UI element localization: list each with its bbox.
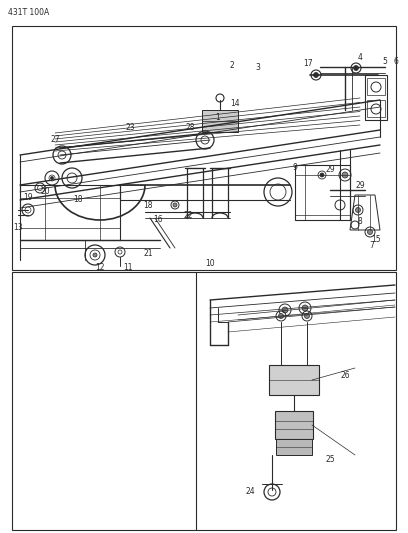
Circle shape [173, 203, 177, 207]
Text: 5: 5 [383, 58, 388, 67]
Bar [202, 110, 238, 132]
Text: 431T 100A: 431T 100A [8, 8, 49, 17]
Text: 16: 16 [153, 215, 163, 224]
Circle shape [282, 307, 288, 313]
Circle shape [93, 253, 97, 257]
Bar [276, 439, 312, 455]
Text: 6: 6 [394, 58, 399, 67]
Circle shape [51, 176, 53, 180]
Text: 10: 10 [205, 260, 215, 269]
Text: 1: 1 [215, 114, 220, 123]
Bar [365, 75, 387, 120]
Text: 4: 4 [357, 53, 362, 62]
Circle shape [368, 230, 373, 235]
Text: 20: 20 [40, 188, 50, 197]
Text: 11: 11 [123, 263, 133, 272]
Text: 15: 15 [371, 236, 381, 245]
Text: 24: 24 [245, 488, 255, 497]
Text: 28: 28 [185, 124, 195, 133]
Text: 18: 18 [143, 200, 153, 209]
Text: 29: 29 [355, 181, 365, 190]
Text: 8: 8 [358, 217, 362, 227]
Text: 19: 19 [23, 193, 33, 203]
Text: 21: 21 [143, 248, 153, 257]
Circle shape [313, 72, 319, 77]
Text: 26: 26 [340, 370, 350, 379]
Text: 25: 25 [325, 456, 335, 464]
Text: 27: 27 [50, 135, 60, 144]
Circle shape [279, 313, 284, 319]
Text: 13: 13 [13, 223, 23, 232]
Text: 17: 17 [303, 60, 313, 69]
Circle shape [320, 173, 324, 177]
Bar [269, 365, 319, 395]
Bar [367, 78, 385, 95]
Text: 12: 12 [95, 263, 105, 272]
Text: 3: 3 [255, 63, 260, 72]
Text: 22: 22 [183, 211, 193, 220]
Circle shape [353, 66, 359, 70]
Text: 7: 7 [370, 240, 375, 249]
Bar [12, 272, 396, 530]
Text: 29: 29 [325, 166, 335, 174]
Circle shape [302, 305, 308, 311]
Bar [20, 185, 120, 240]
Circle shape [342, 172, 348, 178]
Text: 23: 23 [125, 124, 135, 133]
Bar [275, 411, 313, 439]
Circle shape [304, 313, 310, 319]
Bar [367, 100, 385, 117]
Text: 2: 2 [230, 61, 234, 69]
Text: 18: 18 [73, 196, 83, 205]
Text: 9: 9 [293, 164, 297, 173]
Text: 14: 14 [230, 99, 240, 108]
Bar [12, 26, 396, 270]
Circle shape [355, 207, 361, 213]
Bar [295, 165, 350, 220]
